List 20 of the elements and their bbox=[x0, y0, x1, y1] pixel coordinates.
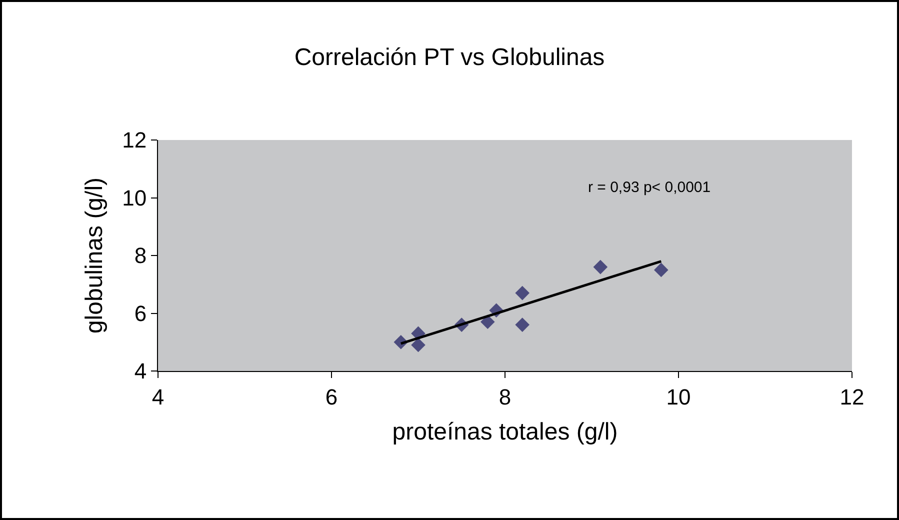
x-tick-label: 8 bbox=[498, 384, 512, 410]
y-tick-label: 6 bbox=[134, 300, 147, 326]
point bbox=[480, 314, 495, 330]
x-axis-title: proteínas totales (g/l) bbox=[392, 418, 618, 446]
x-tick-label: 10 bbox=[666, 384, 691, 410]
point bbox=[515, 286, 530, 300]
y-axis-title: globulinas (g/l) bbox=[81, 177, 108, 334]
point bbox=[411, 338, 426, 352]
point bbox=[593, 260, 608, 274]
point bbox=[515, 318, 530, 332]
point bbox=[654, 262, 668, 278]
chart-title: Correlación PT vs Globulinas bbox=[294, 44, 605, 72]
annotation: r = 0,93 p< 0,0001 bbox=[588, 179, 711, 196]
y-tick-label: 12 bbox=[122, 128, 147, 153]
x-tick-label: 4 bbox=[152, 384, 164, 410]
x-tick-label: 6 bbox=[325, 384, 338, 410]
x-tick-label: 12 bbox=[840, 384, 864, 410]
y-tick-label: 8 bbox=[134, 243, 147, 268]
y-tick-label: 4 bbox=[134, 358, 147, 384]
y-tick-label: 10 bbox=[122, 185, 147, 210]
